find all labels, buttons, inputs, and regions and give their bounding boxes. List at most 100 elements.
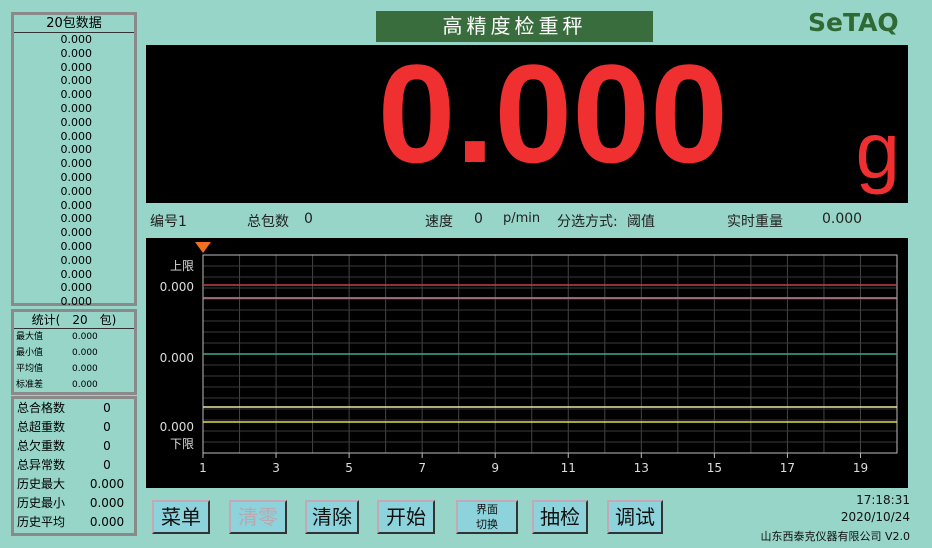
stat-value: 0.000 — [72, 380, 98, 390]
x-tick-label: 13 — [634, 461, 649, 475]
realtime-label: 实时重量 — [727, 214, 783, 230]
total-label: 总超重数 — [17, 420, 66, 434]
marker-triangle-icon — [195, 242, 211, 253]
list-item: 0.000 — [60, 115, 93, 129]
total-label: 总包数 — [247, 214, 289, 230]
switch-view-button[interactable]: 界面 切换 — [456, 500, 518, 534]
total-value: 0.000 — [89, 515, 125, 529]
list-item: 0.000 — [60, 212, 93, 226]
weight-value: 0.000 — [377, 35, 728, 192]
menu-button[interactable]: 菜单 — [152, 500, 210, 534]
list-item: 0.000 — [60, 184, 93, 198]
total-value: 0 — [103, 458, 111, 472]
recent-20-list: 20包数据 0.000 0.000 0.000 0.000 0.000 0.000 0.00… — [11, 12, 137, 309]
totals-panel: 总合格数 0 总超重数 0 总欠重数 0 总异常数 0 历史最大 0.000 历史最小 0.000 历史… — [11, 396, 137, 536]
stat-label: 最小值 — [16, 348, 44, 358]
stat-row: 标准差 0.000 — [14, 377, 134, 393]
company-version: 山东西泰克仪器有限公司 V2.0 — [760, 530, 910, 543]
list-item: 0.000 — [60, 88, 93, 102]
stat-value: 0.000 — [72, 332, 98, 342]
stat-label: 标准差 — [16, 380, 44, 390]
x-tick-label: 19 — [853, 461, 868, 475]
stat-label: 最大值 — [16, 332, 44, 342]
list-item: 0.000 — [60, 33, 93, 46]
weight-display: 0.000 g — [146, 35, 908, 203]
zero-button[interactable]: 清零 — [229, 500, 287, 534]
speed-unit: p/min — [503, 211, 541, 226]
button-label: 切换 — [476, 518, 498, 531]
clock-time: 17:18:31 — [856, 493, 910, 507]
spot-check-button[interactable]: 抽检 — [532, 500, 588, 534]
lower-limit-label: 下限 — [170, 437, 194, 451]
logo: SeTAQ — [808, 8, 899, 37]
total-row: 历史最大 0.000 — [14, 475, 134, 494]
weight-chart: 上限 下限 0.000 0.000 0.000 1 3 5 7 9 11 13 15 17 19 — [146, 238, 908, 488]
y-tick-label: 0.000 — [160, 420, 194, 434]
total-row: 总超重数 0 — [14, 418, 134, 437]
x-tick-label: 5 — [345, 461, 353, 475]
x-tick-label: 15 — [707, 461, 722, 475]
stat-row: 最小值 0.000 — [14, 345, 134, 361]
debug-button[interactable]: 调试 — [607, 500, 663, 534]
button-label: 界面 — [476, 503, 498, 516]
list-item: 0.000 — [60, 253, 93, 267]
weight-unit: g — [855, 106, 901, 195]
total-value: 0 — [103, 439, 111, 453]
mode-value: 阈值 — [627, 214, 655, 230]
list-item: 0.000 — [60, 170, 93, 184]
x-tick-label: 3 — [272, 461, 280, 475]
list-item: 0.000 — [60, 143, 93, 157]
total-value: 0 — [304, 211, 313, 227]
list-item: 0.000 — [60, 239, 93, 253]
list-item: 0.000 — [60, 267, 93, 281]
total-value: 0 — [103, 420, 111, 434]
list-item: 0.000 — [60, 198, 93, 212]
list-item: 0.000 — [60, 295, 93, 309]
total-row: 总合格数 0 — [14, 399, 134, 418]
total-value: 0.000 — [89, 477, 125, 491]
total-row: 历史最小 0.000 — [14, 494, 134, 513]
y-tick-label: 0.000 — [160, 280, 194, 294]
y-tick-label: 0.000 — [160, 351, 194, 365]
stat-label: 平均值 — [16, 364, 44, 374]
stats-panel: 统计( 20 包) 最大值 0.000 最小值 0.000 平均值 0.000 标准差 0.0… — [11, 309, 137, 395]
clock-date: 2020/10/24 — [840, 510, 910, 524]
app-title: 高精度检重秤 — [376, 11, 653, 42]
stat-value: 0.000 — [72, 364, 98, 374]
x-tick-label: 1 — [199, 461, 207, 475]
list-item: 0.000 — [60, 129, 93, 143]
mode-label: 分选方式: — [557, 214, 618, 230]
stat-row: 平均值 0.000 — [14, 361, 134, 377]
list-item: 0.000 — [60, 226, 93, 240]
list-header: 20包数据 — [14, 15, 134, 33]
x-tick-label: 17 — [780, 461, 795, 475]
x-tick-label: 7 — [418, 461, 426, 475]
total-row: 历史平均 0.000 — [14, 513, 134, 532]
realtime-value: 0.000 — [822, 211, 863, 227]
list-item: 0.000 — [60, 46, 93, 60]
upper-limit-label: 上限 — [170, 259, 194, 273]
total-label: 历史平均 — [17, 515, 66, 529]
total-label: 总异常数 — [17, 458, 66, 472]
x-tick-label: 9 — [491, 461, 499, 475]
speed-label: 速度 — [425, 214, 453, 230]
stat-value: 0.000 — [72, 348, 98, 358]
x-tick-label: 11 — [561, 461, 576, 475]
list-item: 0.000 — [60, 281, 93, 295]
total-value: 0 — [103, 401, 111, 415]
total-label: 历史最小 — [17, 496, 66, 510]
total-label: 总合格数 — [17, 401, 66, 415]
total-label: 总欠重数 — [17, 439, 66, 453]
clear-button[interactable]: 清除 — [305, 500, 359, 534]
total-label: 历史最大 — [17, 477, 66, 491]
total-value: 0.000 — [89, 496, 125, 510]
speed-value: 0 — [474, 211, 483, 227]
id-label: 编号1 — [150, 214, 187, 230]
list-item: 0.000 — [60, 157, 93, 171]
start-button[interactable]: 开始 — [377, 500, 435, 534]
total-row: 总欠重数 0 — [14, 437, 134, 456]
stat-row: 最大值 0.000 — [14, 329, 134, 345]
stats-header: 统计( 20 包) — [14, 312, 134, 329]
total-row: 总异常数 0 — [14, 456, 134, 475]
